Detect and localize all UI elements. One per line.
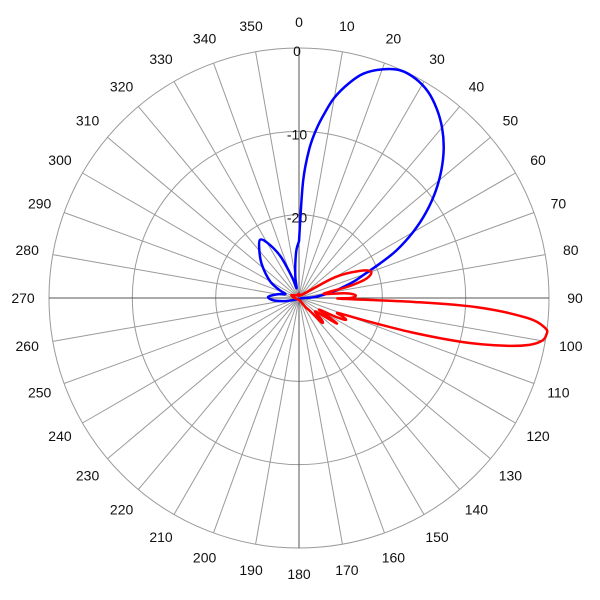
spoke-310 [107, 136, 300, 299]
spoke-80 [298, 254, 546, 299]
spoke-320 [137, 106, 300, 299]
angle-tick-label: 240 [48, 428, 72, 444]
spoke-120 [298, 297, 516, 424]
angle-tick-label: 70 [551, 196, 567, 212]
angle-tick-label: 90 [567, 290, 583, 306]
spoke-350 [255, 51, 300, 299]
angle-tick-label: 100 [559, 338, 583, 354]
angle-tick-label: 210 [149, 529, 173, 545]
angle-tick-label: 110 [547, 384, 570, 400]
spoke-10 [298, 51, 343, 299]
angle-tick-label: 20 [386, 31, 402, 47]
angle-tick-label: 150 [425, 529, 449, 545]
angle-tick-label: 190 [239, 562, 263, 578]
spoke-130 [298, 297, 491, 460]
series-line-2 [289, 269, 549, 348]
spoke-170 [298, 297, 343, 545]
angle-tick-label: 340 [193, 31, 217, 47]
radial-tick-label: -20 [287, 210, 307, 226]
angle-tick-label: 350 [239, 18, 263, 34]
spoke-210 [173, 297, 300, 515]
spoke-300 [82, 172, 300, 299]
angle-tick-label: 60 [530, 152, 546, 168]
spoke-250 [63, 297, 300, 384]
spoke-160 [298, 297, 385, 534]
spoke-100 [298, 297, 546, 342]
angle-tick-label: 50 [503, 113, 519, 129]
spoke-280 [52, 254, 300, 299]
angle-tick-label: 250 [28, 384, 52, 400]
spoke-330 [173, 81, 300, 299]
angle-tick-label: 10 [339, 18, 355, 34]
angle-tick-label: 30 [429, 51, 445, 67]
spoke-190 [255, 297, 300, 545]
spoke-340 [213, 62, 300, 299]
spoke-70 [298, 212, 535, 299]
spoke-140 [298, 297, 461, 490]
angle-tick-label: 270 [11, 290, 35, 306]
angle-tick-label: 230 [76, 467, 100, 483]
radial-tick-labels: 0 -10 -20 [287, 43, 307, 226]
series-line-1 [257, 67, 445, 303]
angle-tick-label: 170 [335, 562, 359, 578]
angle-tick-label: 280 [16, 242, 40, 258]
angle-tick-label: 320 [110, 79, 134, 95]
spoke-290 [63, 212, 300, 299]
angle-tick-label: 120 [526, 428, 550, 444]
spoke-20 [298, 62, 385, 299]
angle-tick-label: 140 [465, 501, 489, 517]
spoke-50 [298, 136, 491, 299]
angle-tick-label: 300 [48, 152, 72, 168]
angle-tick-label: 180 [287, 566, 311, 582]
spoke-30 [298, 81, 425, 299]
spoke-260 [52, 297, 300, 342]
angle-tick-label: 290 [28, 196, 52, 212]
polar-grid [48, 47, 550, 549]
angle-tick-label: 80 [563, 242, 579, 258]
spoke-220 [137, 297, 300, 490]
angle-tick-label: 310 [76, 113, 100, 129]
radial-tick-label: 0 [293, 43, 301, 59]
angle-tick-label: 40 [469, 79, 485, 95]
spoke-240 [82, 297, 300, 424]
angle-tick-label: 260 [16, 338, 40, 354]
spoke-40 [298, 106, 461, 299]
angle-tick-label: 160 [382, 549, 406, 565]
spoke-230 [107, 297, 300, 460]
radial-tick-label: -10 [287, 126, 307, 142]
spoke-200 [213, 297, 300, 534]
angle-tick-label: 330 [149, 51, 173, 67]
series-layer [257, 67, 549, 348]
angle-tick-labels: 0 10 20 30 40 50 60 70 80 90 100 110 120 130 140 150 160… [11, 14, 583, 582]
angle-tick-label: 220 [110, 501, 134, 517]
angle-tick-label: 0 [295, 14, 303, 30]
spoke-150 [298, 297, 425, 515]
angle-tick-label: 200 [193, 549, 217, 565]
angle-tick-label: 130 [499, 467, 523, 483]
